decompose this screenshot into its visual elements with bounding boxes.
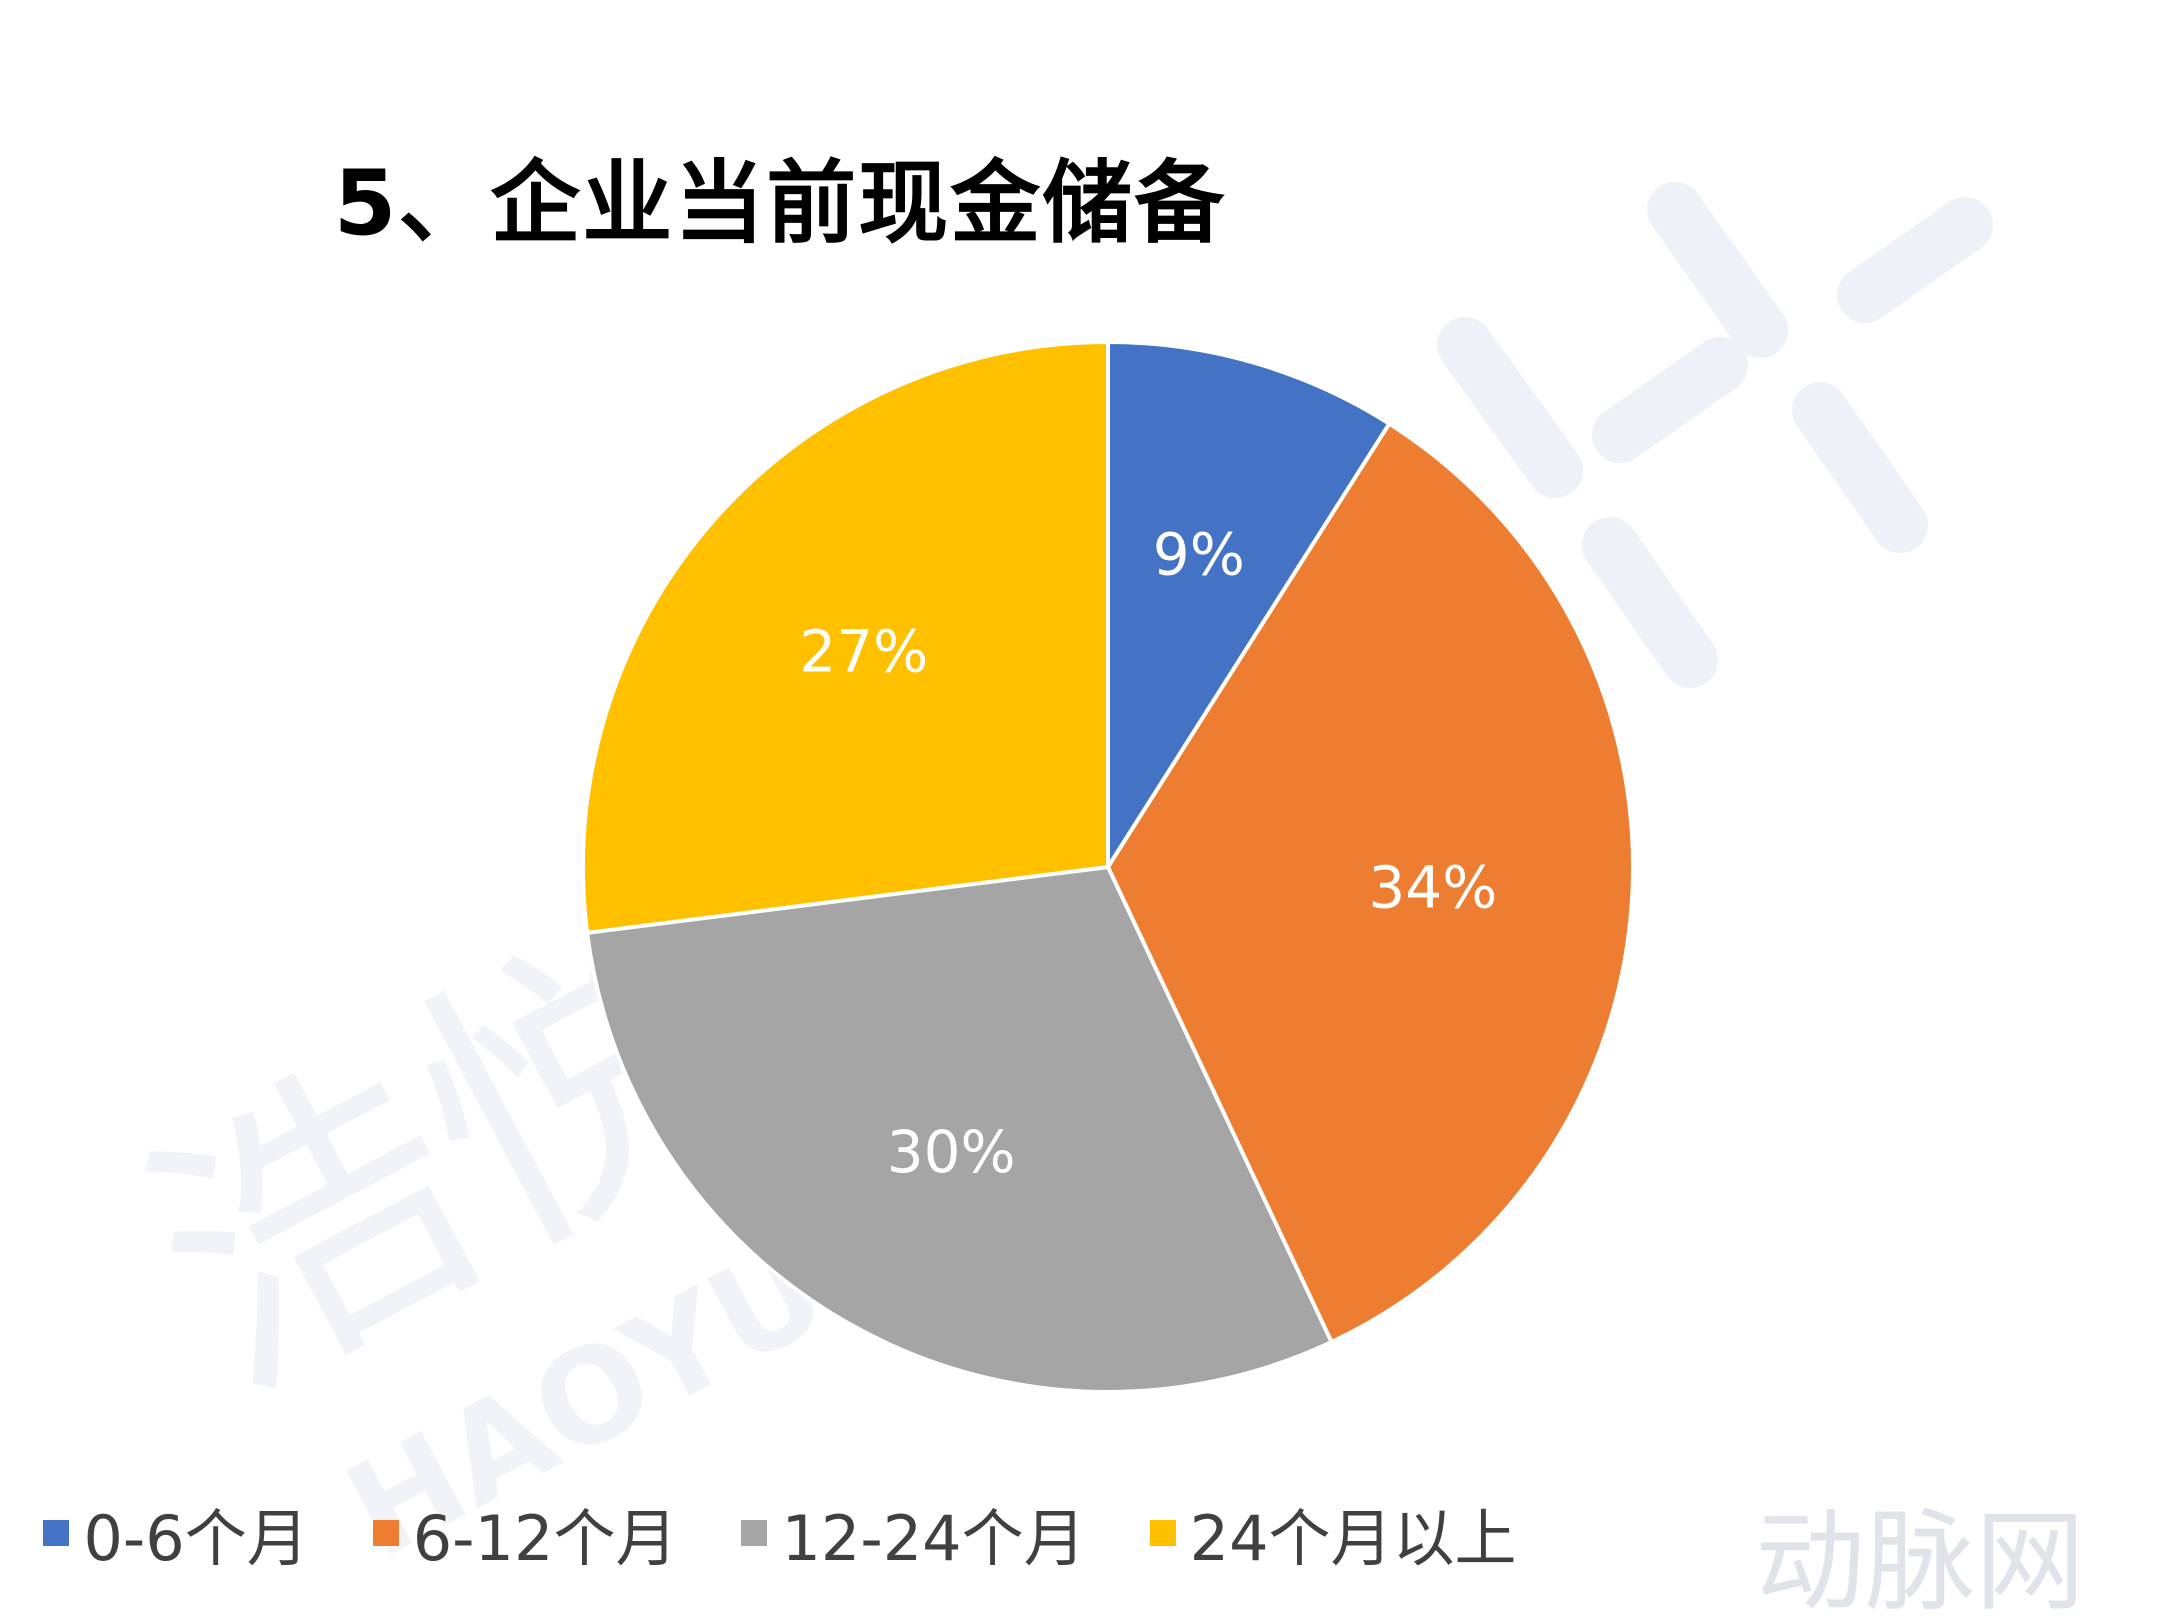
data-label-3: 30% [887,1118,1016,1186]
legend-swatch-2 [372,1520,399,1546]
legend-label-2: 6-12个月 [412,1502,678,1575]
data-label-1: 9% [1153,520,1245,588]
pie-slice-2 [1105,420,1635,1345]
legend-label-4: 24个月以上 [1189,1502,1517,1575]
pie-slice-4 [581,339,1110,936]
chart-title: 5、企业当前现金储备 [333,151,1227,256]
pie-slice-1 [1106,339,1393,874]
watermark-brand: 动脉网 [1755,1498,2085,1620]
legend-swatch-3 [741,1520,768,1546]
legend-item-1: 0-6个月 [43,1488,309,1578]
chart-legend: 0-6个月 6-12个月 12-24个月 24个月以上 [0,1488,1560,1578]
data-label-4: 27% [799,618,928,686]
legend-swatch-1 [43,1520,70,1546]
legend-label-1: 0-6个月 [83,1502,309,1575]
legend-item-4: 24个月以上 [1149,1488,1517,1578]
legend-item-2: 6-12个月 [372,1488,678,1578]
legend-item-3: 12-24个月 [741,1488,1086,1578]
data-label-2: 34% [1368,853,1497,921]
legend-swatch-4 [1149,1520,1176,1546]
watermark-logo-icon [1437,182,1993,688]
pie-slice-3 [584,864,1335,1394]
legend-label-3: 12-24个月 [781,1502,1086,1575]
